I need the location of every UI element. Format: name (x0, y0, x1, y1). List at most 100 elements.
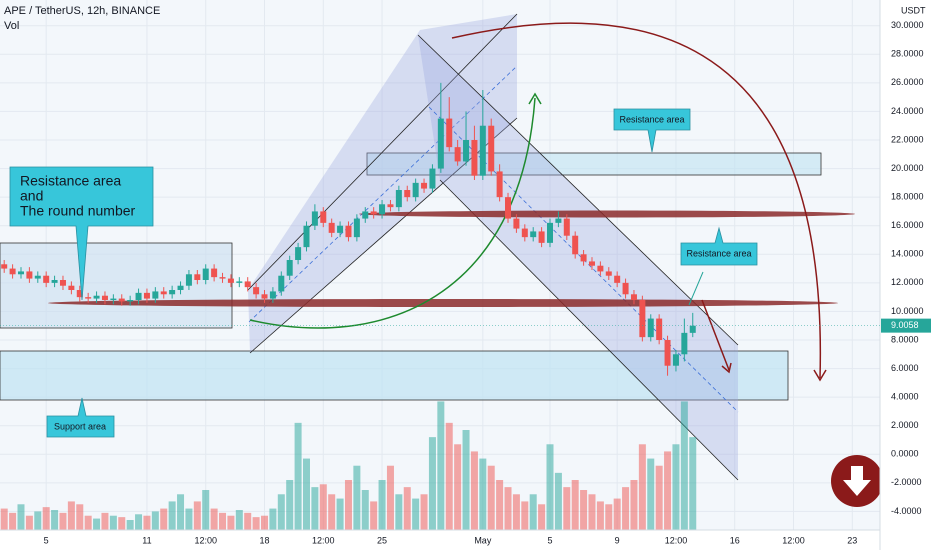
candle-body (496, 171, 503, 198)
y-tick-label: 2.0000 (891, 420, 919, 430)
candle-body (681, 332, 688, 355)
volume-bar (370, 501, 378, 530)
candle-body (295, 247, 302, 260)
candle-body (421, 182, 428, 189)
y-tick-label: -4.0000 (891, 506, 922, 516)
candle-body (463, 140, 470, 162)
volume-bar (420, 494, 428, 530)
up-arrow (688, 271, 704, 306)
volume-bar (109, 515, 117, 530)
volume-bar (689, 437, 697, 530)
candle-body (286, 260, 293, 276)
annotation-text: and (20, 188, 43, 204)
candle-body (253, 287, 260, 295)
volume-bar (546, 444, 554, 530)
candle-body (488, 125, 495, 172)
candle-body (194, 274, 201, 280)
candle-body (563, 218, 570, 236)
candle-body (328, 222, 335, 233)
candle-body (672, 354, 679, 366)
volume-bar (395, 494, 403, 530)
range-box (0, 242, 233, 329)
volume-bar (168, 501, 176, 530)
x-tick-label: 12:00 (194, 535, 217, 545)
y-tick-label: 30.0000 (891, 20, 924, 30)
candle-body (76, 290, 83, 298)
candle-body (353, 218, 360, 238)
candle-body (689, 325, 696, 333)
volume (0, 401, 697, 530)
annotation-text: Resistance area (20, 173, 121, 189)
x-tick-label: 16 (730, 535, 740, 545)
y-tick-label: 6.0000 (891, 363, 919, 373)
resistance-band (48, 299, 838, 307)
x-tick-label: 18 (259, 535, 269, 545)
candle-body (303, 225, 310, 248)
y-tick-label: 14.0000 (891, 249, 924, 259)
volume-bar (227, 515, 235, 530)
x-tick-label: 9 (615, 535, 620, 545)
candle-body (127, 300, 134, 302)
volume-bar (76, 504, 84, 530)
annotation-text: Resistance area (619, 114, 684, 124)
volume-bar (185, 508, 193, 530)
candle-body (429, 168, 436, 189)
volume-bar (462, 430, 470, 530)
candle-body (555, 218, 562, 223)
candle-body (614, 275, 621, 283)
time-axis-background (0, 530, 880, 550)
down-channel (418, 35, 738, 480)
candle-body (118, 298, 125, 302)
y-tick-label: 0.0000 (891, 449, 919, 459)
x-tick-label: 5 (44, 535, 49, 545)
channel-line (439, 179, 739, 481)
volume-bar (202, 490, 210, 530)
volume-bar (235, 510, 243, 530)
y-tick-label: -2.0000 (891, 477, 922, 487)
candle-body (34, 275, 41, 279)
x-tick-label: 23 (847, 535, 857, 545)
candle-body (664, 340, 671, 366)
volume-bar (302, 458, 310, 530)
y-tick-label: 26.0000 (891, 77, 924, 87)
candle-body (101, 295, 108, 300)
candle-body (630, 294, 637, 300)
annotation-text: Resistance area (686, 248, 751, 258)
candle-body (85, 297, 92, 299)
volume-bar (538, 504, 546, 530)
y-tick-label: 8.0000 (891, 334, 919, 344)
candle-body (43, 275, 50, 283)
candle-body (345, 225, 352, 238)
volume-bar (437, 401, 445, 530)
last-price-label: 9.0058 (891, 320, 919, 330)
volume-bar (193, 501, 201, 530)
y-tick-label: 22.0000 (891, 134, 924, 144)
y-tick-label: 4.0000 (891, 392, 919, 402)
volume-bar (67, 501, 75, 530)
y-tick-label: 20.0000 (891, 163, 924, 173)
y-tick-label: 16.0000 (891, 220, 924, 230)
volume-bar (353, 465, 361, 530)
volume-bar (143, 515, 151, 530)
annotations: Resistance area and The round number Res… (9, 108, 758, 438)
candle-body (471, 140, 478, 176)
candle-body (219, 277, 226, 279)
volume-bar (261, 515, 269, 530)
candle-body (479, 125, 486, 176)
candle-body (169, 290, 176, 295)
volume-bar (454, 444, 462, 530)
volume-bar (445, 422, 453, 530)
down-arrow (701, 299, 730, 371)
volume-bar (605, 504, 613, 530)
volume-bar (93, 518, 101, 530)
candle-body (513, 218, 520, 229)
volume-bar (521, 501, 529, 530)
candle-body (269, 291, 276, 299)
candle-body (547, 222, 553, 243)
volume-bar (25, 515, 33, 530)
volume-bar (277, 494, 285, 530)
candle-body (9, 268, 16, 275)
chart-title: APE / TetherUS, 12h, BINANCE (4, 5, 160, 17)
volume-bar (269, 508, 277, 530)
volume-bar (9, 512, 17, 530)
